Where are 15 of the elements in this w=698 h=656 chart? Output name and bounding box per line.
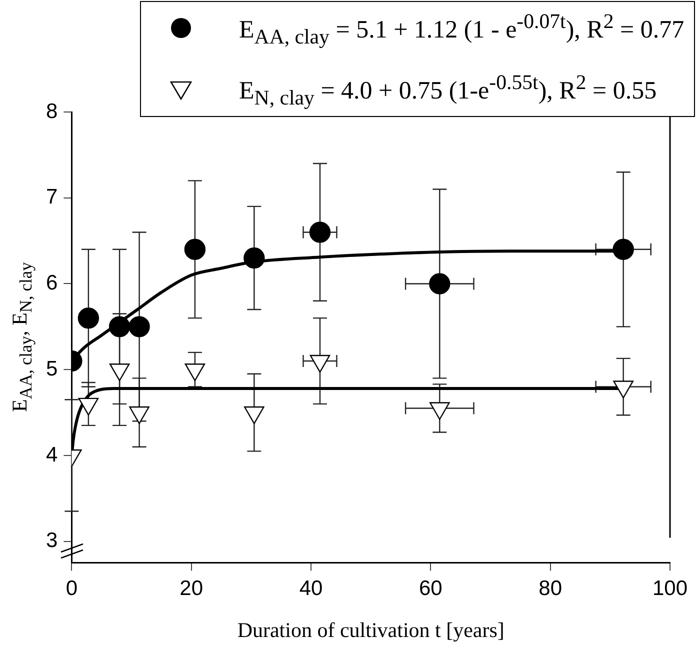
y-tick-label: 5 xyxy=(46,357,58,380)
y-tick-label: 6 xyxy=(46,272,58,295)
x-tick-label: 40 xyxy=(299,577,323,600)
x-tick-label: 60 xyxy=(418,577,442,600)
y-tick-label: 4 xyxy=(46,443,58,466)
y-tick-label: 7 xyxy=(46,186,58,209)
y-tick-label: 3 xyxy=(46,529,58,552)
y-tick-label: 8 xyxy=(46,100,58,123)
x-tick-label: 20 xyxy=(180,577,204,600)
legend-label: E$_{AA, clay}$ = 5.1 + 1.12 (1 - e$^{-0.07t}$), R$^{2}$ = 0.77 xyxy=(239,8,684,50)
x-axis-title: Duration of cultivation t [years] xyxy=(237,618,504,643)
x-tick-label: 0 xyxy=(66,577,78,600)
x-tick-label: 100 xyxy=(652,577,688,600)
x-tick-label: 80 xyxy=(538,577,562,600)
legend-label: E$_{N, clay}$ = 4.0 + 0.75 (1-e$^{-0.55t}$), R$^{2}$ = 0.55 xyxy=(239,69,657,112)
